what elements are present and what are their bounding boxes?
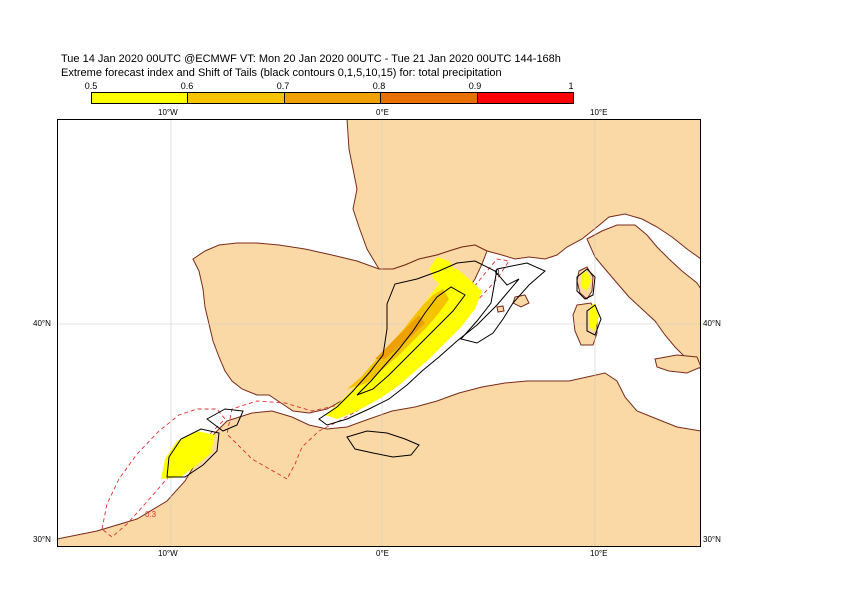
sot-contour-sea: [460, 262, 546, 344]
colorbar-label-0-7: 0.7: [276, 81, 290, 91]
bottom-lon-label-0e: 0°E: [376, 549, 389, 558]
sot-contours: [166, 260, 602, 478]
colorbar-label-0-5: 0.5: [84, 81, 98, 91]
colorbar-segment-3: [284, 93, 382, 103]
efi-area-morocco-yellow: [161, 431, 215, 479]
colorbar: [91, 92, 574, 104]
sot-contour-gibraltar: [206, 408, 244, 432]
sot-contour-morocco: [166, 428, 220, 478]
efi-area-corsica-yellow: [581, 271, 591, 291]
sot-zero-label: 0: [495, 268, 500, 277]
efi-area-sardinia-yellow: [589, 303, 599, 331]
land: [57, 119, 701, 547]
efi-area-east-iberia-dark-orange: [375, 315, 425, 359]
map-panel: 0 0.3: [57, 119, 701, 547]
sot-contour-sardinia: [586, 304, 602, 336]
land-france: [346, 119, 701, 270]
land-iberia: [192, 242, 488, 414]
efi-dashed-contours: [101, 258, 510, 538]
land-italy: [586, 224, 701, 547]
colorbar-label-1: 1: [568, 81, 574, 91]
colorbar-segment-1: [92, 93, 189, 103]
bottom-lon-label-10w: 10°W: [158, 549, 178, 558]
left-lat-label-40n: 40°N: [33, 319, 51, 328]
title-line-1: Tue 14 Jan 2020 00UTC @ECMWF VT: Mon 20 …: [61, 53, 561, 65]
land-sicily: [654, 354, 701, 374]
map-frame: [57, 119, 701, 547]
colorbar-label-0-6: 0.6: [180, 81, 194, 91]
top-lon-label-0e: 0°E: [376, 108, 389, 117]
colorbar-segment-5: [477, 93, 574, 103]
sot-contour-algeria: [346, 430, 420, 458]
colorbar-segment-4: [381, 93, 478, 103]
bottom-lon-label-10e: 10°E: [590, 549, 608, 558]
sot-contour-iberia-outer: [318, 260, 520, 426]
colorbar-label-0-8: 0.8: [372, 81, 386, 91]
efi-dashed-label: 0.3: [145, 510, 157, 519]
sot-contour-corsica: [576, 268, 596, 300]
colorbar-segment-2: [188, 93, 285, 103]
sot-contour-iberia-inner: [356, 286, 466, 396]
left-lat-label-30n: 30°N: [33, 535, 51, 544]
title-line-2: Extreme forecast index and Shift of Tail…: [61, 67, 502, 79]
land-ibiza: [496, 305, 505, 313]
top-lon-label-10w: 10°W: [158, 108, 178, 117]
colorbar-label-0-9: 0.9: [468, 81, 482, 91]
efi-dashed-contour-main: [226, 258, 510, 480]
top-lon-label-10e: 10°E: [590, 108, 608, 117]
efi-area-northeast-yellow: [429, 257, 455, 281]
efi-dashed-contour-atlantic: [101, 408, 226, 538]
right-lat-label-30n: 30°N: [703, 535, 721, 544]
right-lat-label-40n: 40°N: [703, 319, 721, 328]
